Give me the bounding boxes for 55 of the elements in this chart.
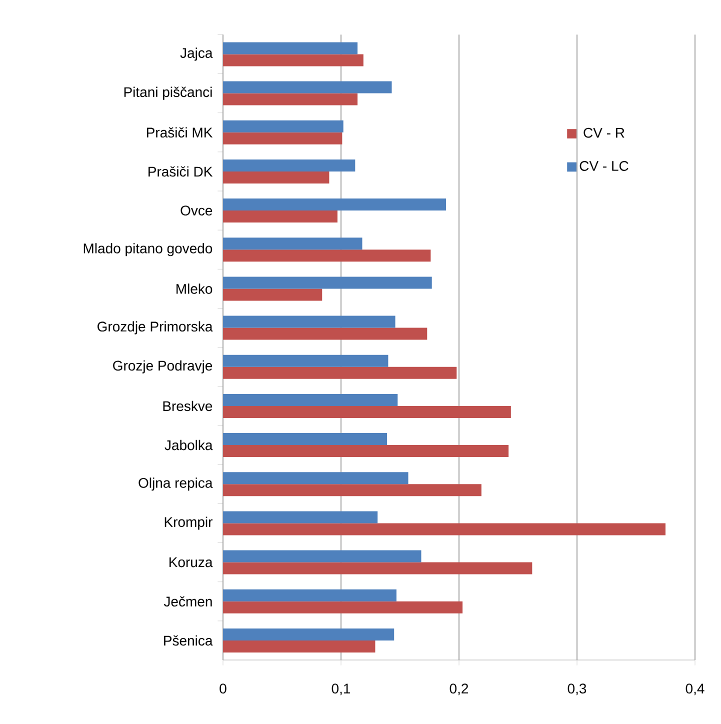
y-tick-label: Pšenica — [164, 635, 213, 646]
bar — [223, 316, 396, 328]
bar — [223, 366, 457, 379]
y-tick-label: Ječmen — [164, 596, 212, 607]
bar — [223, 484, 482, 496]
bar — [223, 288, 322, 301]
bar — [223, 354, 388, 367]
bar — [223, 394, 398, 406]
bar — [223, 250, 431, 262]
bar — [223, 472, 408, 484]
bar — [223, 93, 358, 106]
bar — [223, 550, 422, 562]
bar — [223, 445, 509, 458]
x-tick-label: 0,4 — [686, 684, 704, 696]
bar — [223, 198, 446, 211]
bar — [223, 159, 356, 172]
bar — [223, 628, 394, 640]
bar — [223, 81, 392, 94]
y-tick-label: Jajca — [180, 48, 213, 61]
legend-label: CV - LC — [580, 161, 628, 171]
bar — [223, 54, 364, 66]
bar — [223, 120, 344, 132]
bar — [223, 640, 376, 652]
bar — [223, 601, 463, 614]
x-tick-label: 0,3 — [568, 684, 586, 696]
y-tick-label: Grozje Podravje — [113, 360, 212, 374]
bar — [223, 171, 330, 184]
bar — [223, 42, 358, 54]
bar — [223, 406, 511, 418]
x-tick-label: 0 — [220, 684, 226, 694]
y-tick-label: Oljna repica — [138, 478, 213, 491]
bar — [223, 523, 666, 536]
y-tick-label: Pitani piščanci — [124, 86, 212, 100]
bar — [223, 511, 378, 524]
x-tick-label: 0,2 — [450, 684, 468, 696]
legend-label: CV - R — [584, 128, 624, 138]
bar — [223, 238, 362, 250]
bar — [223, 328, 428, 340]
y-tick-label: Jabolka — [164, 440, 213, 450]
bar — [223, 433, 388, 446]
y-tick-label: Prašiči MK — [146, 127, 213, 138]
y-tick-label: Grozdje Primorska — [98, 321, 213, 334]
y-tick-label: Koruza — [170, 557, 213, 568]
bar — [223, 132, 342, 144]
y-tick-label: Mlado pitano govedo — [84, 243, 212, 256]
bar — [223, 562, 532, 574]
y-tick-label: Krompir — [164, 516, 212, 530]
bar — [223, 589, 396, 602]
y-tick-label: Prašiči DK — [148, 166, 213, 177]
y-tick-label: Mleko — [176, 284, 212, 294]
y-tick-label: Breskve — [163, 400, 212, 412]
x-tick-label: 0,1 — [332, 684, 350, 696]
y-tick-label: Ovce — [180, 206, 212, 216]
bar — [223, 276, 432, 289]
bar — [223, 210, 338, 223]
